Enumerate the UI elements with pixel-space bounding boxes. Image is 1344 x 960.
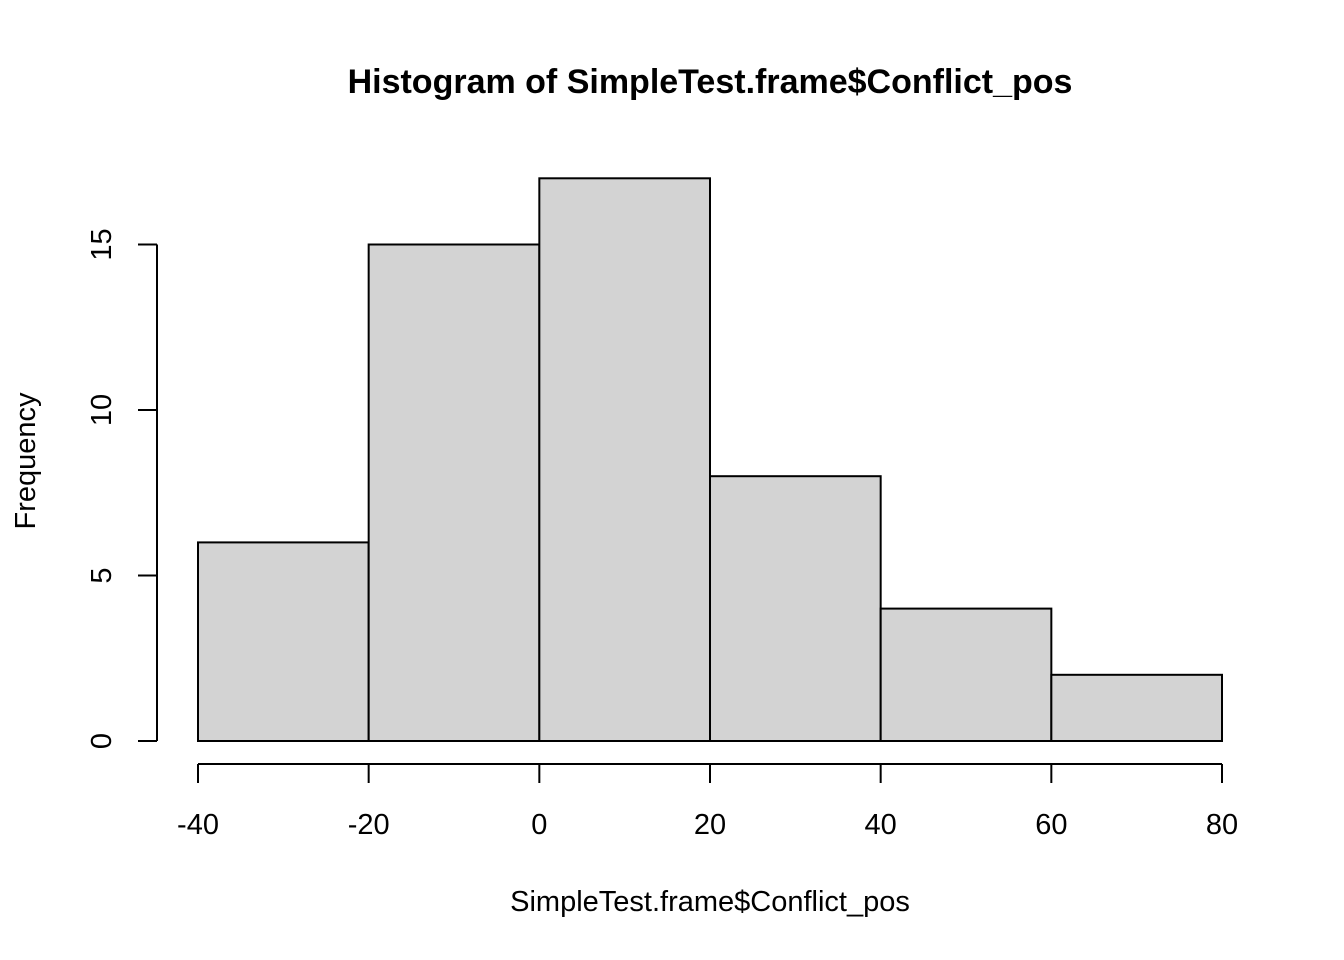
x-tick-label: 60 (1035, 809, 1067, 841)
histogram-bar (709, 475, 882, 742)
x-tick-label: 0 (531, 809, 547, 841)
y-tick-label: 0 (86, 733, 118, 749)
histogram-bar (367, 243, 541, 742)
bars-group (197, 177, 1224, 743)
y-tick-label: 5 (86, 567, 118, 583)
y-axis: 0 5 10 15 (86, 228, 158, 749)
y-tick-label: 15 (86, 228, 118, 260)
histogram-bar (879, 607, 1053, 742)
x-tick-label: -20 (348, 809, 390, 841)
x-tick-label: 80 (1206, 809, 1238, 841)
x-axis: -40 -20 0 20 40 60 80 (177, 763, 1238, 841)
y-tick-label: 10 (86, 394, 118, 426)
x-axis-label: SimpleTest.frame$Conflict_pos (510, 886, 910, 918)
x-tick-label: 20 (694, 809, 726, 841)
x-tick-label: -40 (177, 809, 219, 841)
histogram-bar (197, 541, 370, 743)
y-axis-label: Frequency (10, 392, 42, 530)
x-tick-label: 40 (865, 809, 897, 841)
chart-title: Histogram of SimpleTest.frame$Conflict_p… (348, 63, 1073, 101)
histogram-bar (538, 177, 711, 743)
histogram-bar (1050, 673, 1224, 742)
